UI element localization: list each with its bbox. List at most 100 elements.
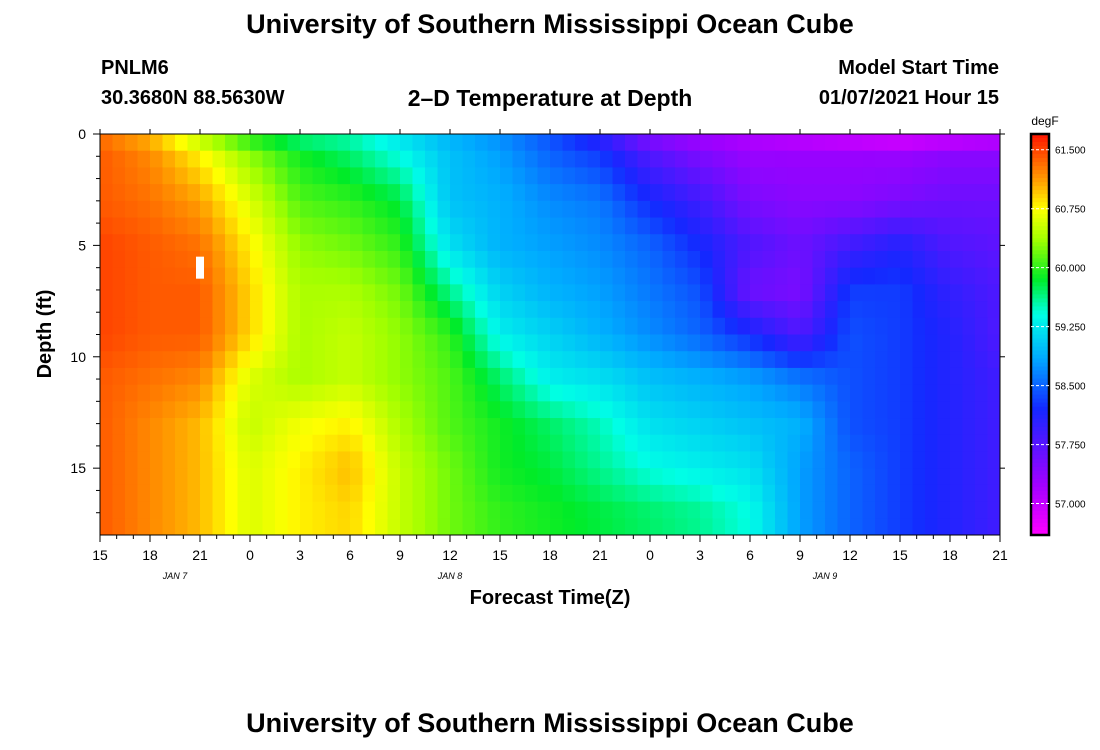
heatmap-cell <box>812 351 826 369</box>
heatmap-cell <box>675 501 689 519</box>
heatmap-cell <box>412 267 426 285</box>
heatmap-cell <box>875 401 889 419</box>
heatmap-cell <box>375 150 389 169</box>
heatmap-cell <box>812 334 826 352</box>
heatmap-cell <box>625 150 639 169</box>
heatmap-cell <box>112 434 126 453</box>
heatmap-cell <box>250 518 264 535</box>
heatmap-cell <box>337 200 351 219</box>
heatmap-cell <box>362 284 376 302</box>
heatmap-cell <box>512 434 526 453</box>
heatmap-cell <box>887 250 901 269</box>
heatmap-cell <box>500 384 514 402</box>
heatmap-cell <box>600 250 614 269</box>
heatmap-cell <box>762 418 776 436</box>
heatmap-cell <box>737 484 751 503</box>
heatmap-cell <box>975 468 989 486</box>
colorbar-swatch <box>1031 186 1049 191</box>
station-coordinates: 30.3680N 88.5630W <box>101 87 285 109</box>
heatmap-cell <box>100 418 114 436</box>
heatmap-cell <box>187 384 201 402</box>
heatmap-cell <box>587 518 601 535</box>
heatmap-cell <box>537 234 551 252</box>
heatmap-cell <box>400 217 414 235</box>
y-axis-label: Depth (ft) <box>34 290 56 379</box>
heatmap-cell <box>212 150 226 169</box>
heatmap-cell <box>875 501 889 519</box>
heatmap-cell <box>312 367 326 386</box>
heatmap-cell <box>400 250 414 269</box>
heatmap-cell <box>637 217 651 235</box>
heatmap-cell <box>737 451 751 469</box>
heatmap-cell <box>587 301 601 319</box>
heatmap-cell <box>750 334 764 352</box>
heatmap-cell <box>925 418 939 436</box>
heatmap-cell <box>787 418 801 436</box>
heatmap-cell <box>787 484 801 503</box>
heatmap-cell <box>662 217 676 235</box>
heatmap-cell <box>175 384 189 402</box>
heatmap-cell <box>212 401 226 419</box>
heatmap-cell <box>737 234 751 252</box>
heatmap-cell <box>825 284 839 302</box>
heatmap-cell <box>750 367 764 386</box>
heatmap-cell <box>537 334 551 352</box>
heatmap-cell <box>912 167 926 185</box>
heatmap-cell <box>325 334 339 352</box>
heatmap-cell <box>237 451 251 469</box>
heatmap-cell <box>975 317 989 336</box>
heatmap-cell <box>550 301 564 319</box>
heatmap-cell <box>650 501 664 519</box>
colorbar-swatch <box>1031 446 1049 452</box>
heatmap-cell <box>762 401 776 419</box>
x-tick-label: 15 <box>492 547 508 563</box>
y-tick-label: 15 <box>70 460 86 476</box>
heatmap-cell <box>287 200 301 219</box>
heatmap-cell <box>937 301 951 319</box>
heatmap-cell <box>800 334 814 352</box>
heatmap-cell <box>600 200 614 219</box>
heatmap-cell <box>212 167 226 185</box>
heatmap-cell <box>475 351 489 369</box>
heatmap-cell <box>387 401 401 419</box>
heatmap-cell <box>787 384 801 402</box>
colorbar-tick-label: 60.000 <box>1055 264 1086 275</box>
heatmap-cell <box>537 284 551 302</box>
heatmap-cell <box>837 284 851 302</box>
heatmap-cell <box>725 150 739 169</box>
heatmap-cell <box>637 284 651 302</box>
heatmap-cell <box>400 334 414 352</box>
heatmap-cell <box>862 418 876 436</box>
heatmap-cell <box>312 351 326 369</box>
heatmap-cell <box>662 184 676 202</box>
heatmap-cell <box>737 250 751 269</box>
heatmap-cell <box>837 418 851 436</box>
heatmap-cell <box>100 267 114 285</box>
heatmap-cell <box>575 518 589 535</box>
heatmap-cell <box>625 301 639 319</box>
heatmap-cell <box>375 367 389 386</box>
heatmap-cell <box>550 284 564 302</box>
heatmap-cell <box>487 167 501 185</box>
heatmap-cell <box>112 351 126 369</box>
heatmap-cell <box>337 234 351 252</box>
date-label: JAN 7 <box>162 571 189 581</box>
heatmap-cell <box>950 217 964 235</box>
heatmap-cell <box>375 267 389 285</box>
heatmap-cell <box>950 200 964 219</box>
heatmap-cell <box>962 518 976 535</box>
heatmap-cell <box>875 451 889 469</box>
heatmap-cell <box>487 501 501 519</box>
heatmap-cell <box>775 367 789 386</box>
colorbar-swatch <box>1031 154 1049 159</box>
heatmap-cell <box>737 518 751 535</box>
heatmap-cell <box>500 150 514 169</box>
heatmap-cell <box>762 434 776 453</box>
colorbar-swatch <box>1031 166 1049 171</box>
heatmap-cell <box>537 150 551 169</box>
heatmap-cell <box>675 267 689 285</box>
heatmap-cell <box>975 334 989 352</box>
heatmap-cell <box>412 150 426 169</box>
heatmap-cell <box>800 484 814 503</box>
heatmap-cell <box>500 334 514 352</box>
